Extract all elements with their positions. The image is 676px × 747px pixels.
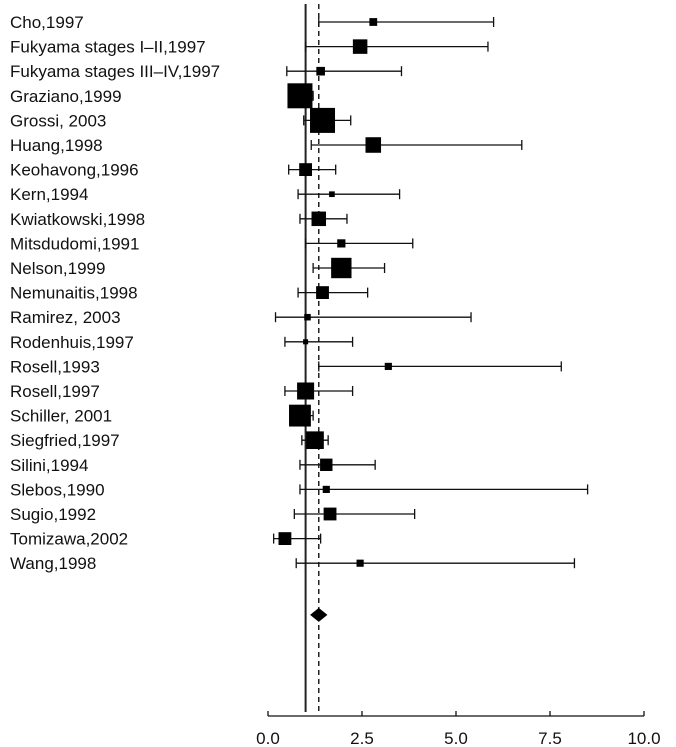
study-label: Kwiatkowski,1998 <box>10 210 145 229</box>
x-tick-label: 5.0 <box>444 729 468 747</box>
study-estimate-box <box>329 191 335 198</box>
study-label: Graziano,1999 <box>10 87 122 106</box>
study-label: Keohavong,1996 <box>10 161 139 180</box>
study-estimate-box <box>316 66 325 76</box>
study-label: Schiller, 2001 <box>10 407 112 426</box>
study-label: Silini,1994 <box>10 456 88 475</box>
study-label: Fukyama stages I–II,1997 <box>10 38 206 57</box>
study-label: Nelson,1999 <box>10 259 105 278</box>
study-estimate-box <box>356 559 364 567</box>
study-estimate-box <box>278 532 292 546</box>
x-tick-label: 7.5 <box>538 729 562 747</box>
study-label: Kern,1994 <box>10 185 88 204</box>
overall-estimate-diamond <box>310 607 328 622</box>
x-tick-label: 2.5 <box>350 729 374 747</box>
study-estimate-box <box>304 313 311 321</box>
study-estimate-box <box>322 485 330 493</box>
study-estimate-box <box>311 211 327 227</box>
study-estimate-box <box>297 382 315 400</box>
study-label: Fukyama stages III–IV,1997 <box>10 62 220 81</box>
study-label: Ramirez, 2003 <box>10 308 121 327</box>
study-estimate-box <box>352 39 368 54</box>
study-estimate-box <box>323 507 337 521</box>
study-estimate-box <box>320 458 333 471</box>
study-estimate-box <box>369 18 378 26</box>
study-label: Sugio,1992 <box>10 505 96 524</box>
study-label: Cho,1997 <box>10 13 84 32</box>
study-estimate-box <box>384 362 392 370</box>
study-label: Huang,1998 <box>10 136 103 155</box>
study-estimate-box <box>303 339 309 345</box>
study-labels: Cho,1997 Fukyama stages I–II,1997 Fukyama … <box>10 13 220 573</box>
study-label: Nemunaitis,1998 <box>10 284 138 303</box>
study-label: Siegfried,1997 <box>10 431 120 450</box>
study-label: Slebos,1990 <box>10 480 105 499</box>
study-estimate-box <box>289 404 311 427</box>
study-estimate-box <box>365 137 382 153</box>
x-tick-label: 0.0 <box>256 729 280 747</box>
study-label: Grossi, 2003 <box>10 111 106 130</box>
study-estimate-box <box>337 239 346 248</box>
study-label: Wang,1998 <box>10 554 96 573</box>
study-label: Rodenhuis,1997 <box>10 333 134 352</box>
study-estimate-box <box>310 107 336 133</box>
study-estimate-box <box>287 83 313 109</box>
study-estimate-box <box>306 431 324 450</box>
study-estimate-box <box>299 163 313 177</box>
study-label: Tomizawa,2002 <box>10 530 128 549</box>
study-marks <box>272 17 589 622</box>
x-axis: 0.0 2.5 5.0 7.5 10.0 <box>256 711 661 747</box>
study-estimate-box <box>316 286 329 300</box>
study-label: Mitsdudomi,1991 <box>10 234 139 253</box>
study-label: Rosell,1993 <box>10 357 100 376</box>
study-label: Rosell,1997 <box>10 382 100 401</box>
study-estimate-box <box>331 257 352 279</box>
x-tick-label: 10.0 <box>627 729 660 747</box>
